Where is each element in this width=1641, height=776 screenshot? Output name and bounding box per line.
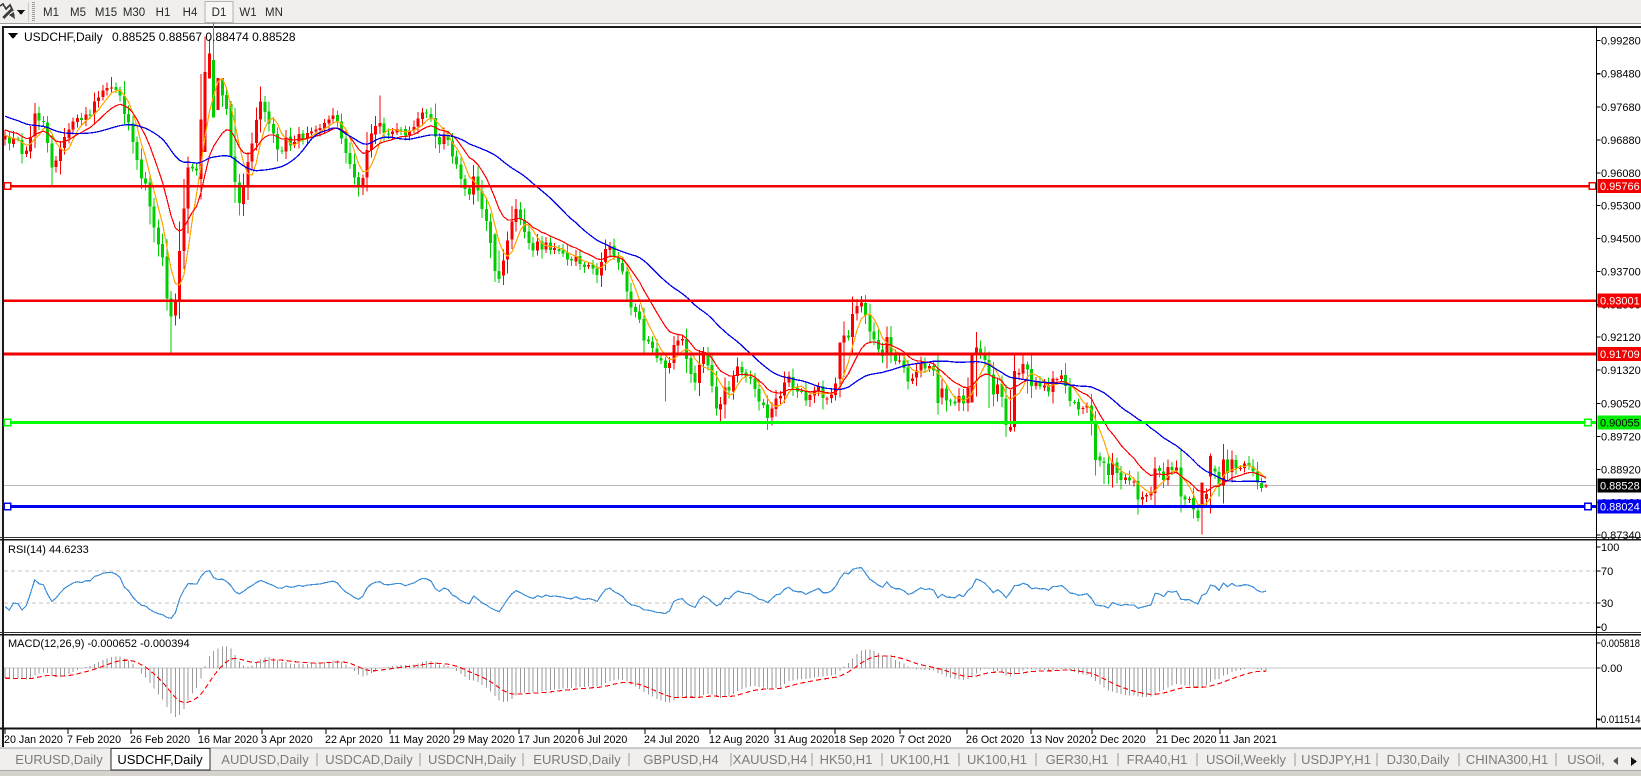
svg-text:W1: W1 <box>239 7 256 19</box>
svg-text:CHINA300,H1: CHINA300,H1 <box>1466 752 1548 767</box>
svg-text:70: 70 <box>1601 566 1613 578</box>
svg-text:H4: H4 <box>183 7 198 19</box>
svg-text:FRA40,H1: FRA40,H1 <box>1127 752 1188 767</box>
svg-text:EURUSD,Daily: EURUSD,Daily <box>533 752 621 767</box>
svg-text:17 Jun 2020: 17 Jun 2020 <box>518 734 577 746</box>
svg-text:HK50,H1: HK50,H1 <box>820 752 873 767</box>
svg-text:0.91709: 0.91709 <box>1600 349 1640 361</box>
svg-text:M30: M30 <box>123 7 145 19</box>
svg-text:GER30,H1: GER30,H1 <box>1046 752 1109 767</box>
svg-text:DJ30,Daily: DJ30,Daily <box>1387 752 1450 767</box>
svg-text:USOil,Weekly: USOil,Weekly <box>1206 752 1286 767</box>
svg-text:0.88024: 0.88024 <box>1600 502 1640 514</box>
svg-text:0.87340: 0.87340 <box>1601 530 1641 542</box>
svg-text:13 Nov 2020: 13 Nov 2020 <box>1030 734 1091 746</box>
svg-text:0.88920: 0.88920 <box>1601 465 1641 477</box>
svg-text:21 Dec 2020: 21 Dec 2020 <box>1156 734 1217 746</box>
svg-text:16 Mar 2020: 16 Mar 2020 <box>198 734 258 746</box>
svg-text:7 Feb 2020: 7 Feb 2020 <box>67 734 121 746</box>
svg-text:11 Jan 2021: 11 Jan 2021 <box>1219 734 1277 746</box>
svg-text:0.90520: 0.90520 <box>1601 398 1641 410</box>
svg-text:USDCHF,Daily: USDCHF,Daily <box>117 752 203 767</box>
svg-text:-0.011514: -0.011514 <box>1598 714 1641 726</box>
svg-text:0.93001: 0.93001 <box>1600 296 1640 308</box>
svg-text:0.91320: 0.91320 <box>1601 365 1641 377</box>
svg-text:0.93700: 0.93700 <box>1601 267 1641 279</box>
svg-text:31 Aug 2020: 31 Aug 2020 <box>774 734 834 746</box>
svg-text:0.88525 0.88567 0.88474 0.8852: 0.88525 0.88567 0.88474 0.88528 <box>112 30 296 44</box>
svg-text:USDCHF,Daily: USDCHF,Daily <box>24 30 103 44</box>
svg-text:EURUSD,Daily: EURUSD,Daily <box>15 752 103 767</box>
svg-text:12 Aug 2020: 12 Aug 2020 <box>709 734 769 746</box>
svg-text:29 May 2020: 29 May 2020 <box>453 734 515 746</box>
svg-text:AUDUSD,Daily: AUDUSD,Daily <box>221 752 309 767</box>
svg-text:24 Jul 2020: 24 Jul 2020 <box>644 734 699 746</box>
svg-text:MACD(12,26,9) -0.000652 -0.000: MACD(12,26,9) -0.000652 -0.000394 <box>8 638 190 650</box>
svg-text:100: 100 <box>1601 542 1619 554</box>
svg-text:H1: H1 <box>156 7 171 19</box>
svg-text:11 May 2020: 11 May 2020 <box>389 734 450 746</box>
svg-text:RSI(14) 44.6233: RSI(14) 44.6233 <box>8 544 89 556</box>
svg-text:M1: M1 <box>43 7 59 19</box>
svg-text:USDJPY,H1: USDJPY,H1 <box>1301 752 1371 767</box>
svg-text:USOil,: USOil, <box>1567 752 1605 767</box>
svg-text:30: 30 <box>1601 598 1613 610</box>
svg-text:0.95766: 0.95766 <box>1600 181 1640 193</box>
svg-text:0.88528: 0.88528 <box>1600 481 1640 493</box>
svg-text:7 Oct 2020: 7 Oct 2020 <box>899 734 951 746</box>
svg-text:D1: D1 <box>212 7 227 19</box>
svg-text:0.95300: 0.95300 <box>1601 200 1641 212</box>
svg-text:0.00: 0.00 <box>1601 663 1622 675</box>
svg-text:0.97680: 0.97680 <box>1601 102 1641 114</box>
svg-text:22 Apr 2020: 22 Apr 2020 <box>325 734 383 746</box>
svg-text:20 Jan 2020: 20 Jan 2020 <box>4 734 63 746</box>
svg-text:2 Dec 2020: 2 Dec 2020 <box>1091 734 1146 746</box>
svg-text:18 Sep 2020: 18 Sep 2020 <box>834 734 895 746</box>
svg-text:0: 0 <box>1601 622 1607 634</box>
svg-text:USDCAD,Daily: USDCAD,Daily <box>325 752 413 767</box>
svg-text:0.89720: 0.89720 <box>1601 431 1641 443</box>
svg-text:UK100,H1: UK100,H1 <box>890 752 950 767</box>
svg-text:M15: M15 <box>95 7 117 19</box>
svg-text:26 Feb 2020: 26 Feb 2020 <box>130 734 190 746</box>
svg-text:0.90055: 0.90055 <box>1600 418 1640 430</box>
svg-text:26 Oct 2020: 26 Oct 2020 <box>966 734 1024 746</box>
svg-text:0.92120: 0.92120 <box>1601 332 1641 344</box>
svg-text:0.94500: 0.94500 <box>1601 234 1641 246</box>
svg-text:0.005818: 0.005818 <box>1601 638 1640 650</box>
svg-text:0.96880: 0.96880 <box>1601 135 1641 147</box>
svg-text:XAUUSD,H4: XAUUSD,H4 <box>733 752 807 767</box>
svg-text:M5: M5 <box>70 7 86 19</box>
svg-text:UK100,H1: UK100,H1 <box>967 752 1027 767</box>
svg-text:3 Apr 2020: 3 Apr 2020 <box>261 734 313 746</box>
svg-text:MN: MN <box>265 7 283 19</box>
svg-text:0.96080: 0.96080 <box>1601 168 1641 180</box>
svg-text:0.99280: 0.99280 <box>1601 36 1641 48</box>
svg-text:GBPUSD,H4: GBPUSD,H4 <box>643 752 718 767</box>
svg-text:0.98480: 0.98480 <box>1601 69 1641 81</box>
svg-text:6 Jul 2020: 6 Jul 2020 <box>578 734 627 746</box>
svg-text:USDCNH,Daily: USDCNH,Daily <box>428 752 517 767</box>
